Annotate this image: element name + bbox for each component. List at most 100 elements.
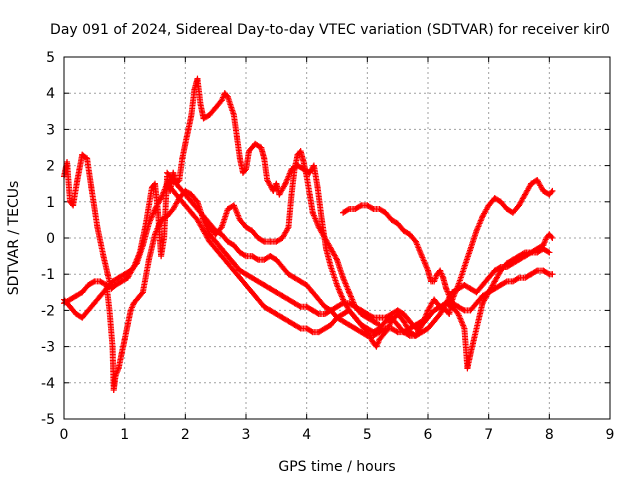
data-point (218, 253, 225, 260)
data-point (431, 278, 438, 285)
data-point (176, 184, 183, 191)
data-point (170, 187, 177, 194)
data-point (491, 267, 498, 274)
y-tick-label: -3 (41, 340, 55, 356)
data-point (346, 307, 353, 314)
data-point (549, 235, 556, 241)
data-point (67, 303, 74, 310)
data-point (243, 224, 249, 231)
data-point (194, 75, 201, 82)
data-point (491, 278, 498, 285)
data-point (152, 206, 158, 213)
y-tick-label: 5 (46, 50, 55, 66)
data-point (224, 238, 231, 245)
data-point (309, 289, 316, 296)
data-point (258, 144, 265, 151)
data-point (443, 300, 450, 307)
data-point (85, 307, 92, 314)
data-point (291, 274, 298, 281)
data-point (382, 209, 389, 216)
data-point (314, 184, 321, 191)
data-point (376, 329, 383, 336)
data-point (300, 158, 307, 165)
data-point (400, 318, 407, 325)
data-point (161, 235, 168, 241)
x-axis-label: GPS time / hours (278, 459, 395, 475)
data-point (406, 332, 413, 339)
data-point (243, 271, 249, 278)
data-point (243, 166, 249, 173)
x-tick-label: 2 (181, 427, 190, 443)
y-tick-label: -1 (41, 267, 55, 283)
data-point (446, 311, 453, 318)
data-point (176, 195, 183, 202)
data-point (297, 148, 304, 155)
data-point (473, 227, 480, 234)
data-point (218, 245, 225, 252)
data-point (358, 329, 365, 336)
data-point (164, 213, 171, 220)
data-point (497, 282, 504, 289)
data-point (437, 303, 444, 310)
data-point (182, 191, 189, 198)
data-point (218, 97, 225, 104)
data-point (443, 285, 450, 292)
data-point (236, 267, 243, 274)
data-point (249, 289, 256, 296)
data-point (467, 307, 474, 314)
data-point (252, 140, 259, 147)
data-point (255, 235, 262, 241)
data-point (315, 311, 322, 318)
data-point (310, 162, 317, 169)
data-point (212, 238, 219, 245)
data-point (221, 90, 228, 97)
data-point (261, 303, 268, 310)
data-point (67, 296, 74, 303)
data-point (255, 256, 262, 263)
data-point (546, 249, 553, 256)
data-point (97, 292, 104, 299)
data-point (206, 238, 213, 245)
data-point (279, 263, 286, 270)
data-point (124, 274, 131, 281)
data-point (388, 325, 395, 332)
data-point (224, 260, 231, 267)
data-point (261, 238, 268, 245)
data-point (540, 187, 547, 194)
data-point (315, 224, 322, 231)
data-point (406, 325, 413, 332)
data-point (455, 311, 462, 318)
data-point (327, 263, 334, 270)
data-point (412, 321, 419, 328)
data-point (182, 140, 189, 147)
data-point (394, 329, 401, 336)
data-point (206, 231, 213, 238)
data-point (200, 115, 207, 122)
data-point (522, 249, 529, 256)
data-point (479, 282, 486, 289)
data-point (236, 274, 243, 281)
data-point (236, 249, 243, 256)
data-point (291, 300, 298, 307)
data-point (152, 180, 158, 187)
data-point (230, 111, 237, 118)
data-point (303, 173, 310, 180)
data-point (364, 202, 371, 209)
data-point (109, 278, 116, 285)
data-point (133, 296, 140, 303)
data-point (188, 198, 195, 205)
data-point (503, 278, 510, 285)
data-point (170, 206, 177, 213)
data-point (522, 191, 529, 198)
data-point (273, 238, 280, 245)
data-point (243, 253, 249, 260)
data-point (285, 224, 292, 231)
data-point (522, 274, 529, 281)
data-point (130, 300, 137, 307)
data-point (340, 300, 347, 307)
data-point (121, 336, 128, 343)
data-point (164, 180, 171, 187)
data-point (273, 311, 280, 318)
chart-title: Day 091 of 2024, Sidereal Day-to-day VTE… (50, 22, 610, 38)
data-point (309, 307, 316, 314)
